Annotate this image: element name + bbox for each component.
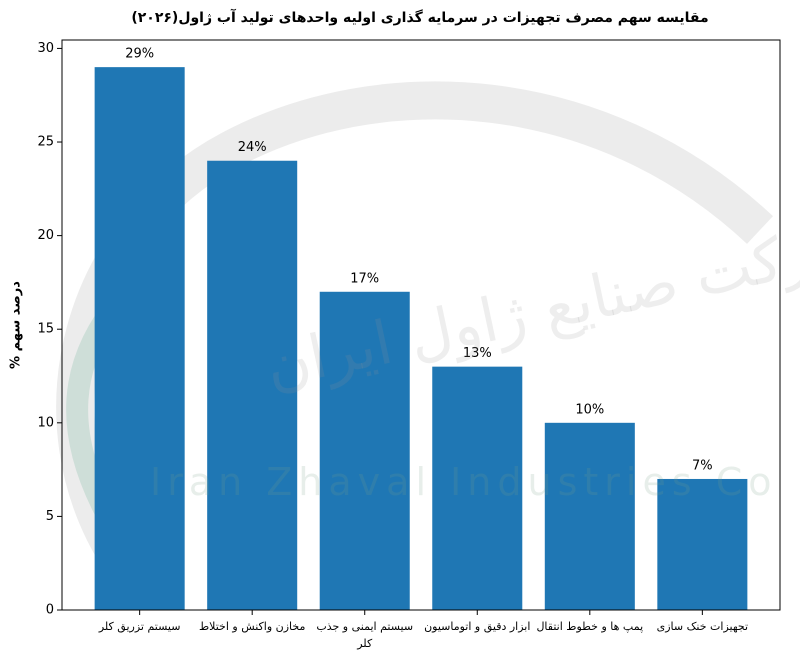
x-tick-label: ابزار دقیق و اتوماسیون bbox=[424, 620, 531, 633]
plot-frame bbox=[61, 39, 781, 611]
y-tick-label: 20 bbox=[37, 228, 54, 243]
value-label: 24% bbox=[238, 140, 267, 155]
bar bbox=[94, 67, 185, 610]
x-tick-label: سیستم ایمنی و جذب کلر bbox=[316, 620, 414, 650]
x-tick-label: سیستم تزریق کلر bbox=[98, 620, 181, 633]
value-label: 10% bbox=[575, 402, 604, 417]
bar bbox=[319, 291, 410, 610]
y-tick-label: 5 bbox=[46, 509, 54, 524]
value-label: 13% bbox=[463, 346, 492, 361]
value-label: 7% bbox=[692, 458, 713, 473]
y-tick-label: 15 bbox=[37, 322, 54, 337]
bar bbox=[432, 366, 523, 610]
chart-title: مقایسه سهم مصرف تجهیزات در سرمایه گذاری … bbox=[131, 8, 708, 26]
x-tick-label: پمپ ها و خطوط انتقال bbox=[536, 620, 644, 633]
bar bbox=[657, 478, 748, 610]
bar bbox=[207, 160, 298, 610]
x-tick-label: تجهیزات خنک سازی bbox=[656, 620, 749, 633]
y-tick-label: 10 bbox=[37, 415, 54, 430]
watermark-arc bbox=[56, 81, 773, 571]
x-tick-label: مخازن واکنش و اختلاط bbox=[198, 620, 306, 633]
y-tick-label: 0 bbox=[46, 603, 54, 618]
bar bbox=[544, 422, 635, 610]
y-tick-label: 30 bbox=[37, 41, 54, 56]
y-axis-label: درصد سهم % bbox=[9, 281, 24, 369]
value-label: 17% bbox=[350, 271, 379, 286]
value-label: 29% bbox=[125, 47, 154, 62]
watermark: Iran Zhaval Industries Co bbox=[150, 460, 778, 504]
y-tick-label: 25 bbox=[37, 135, 54, 150]
